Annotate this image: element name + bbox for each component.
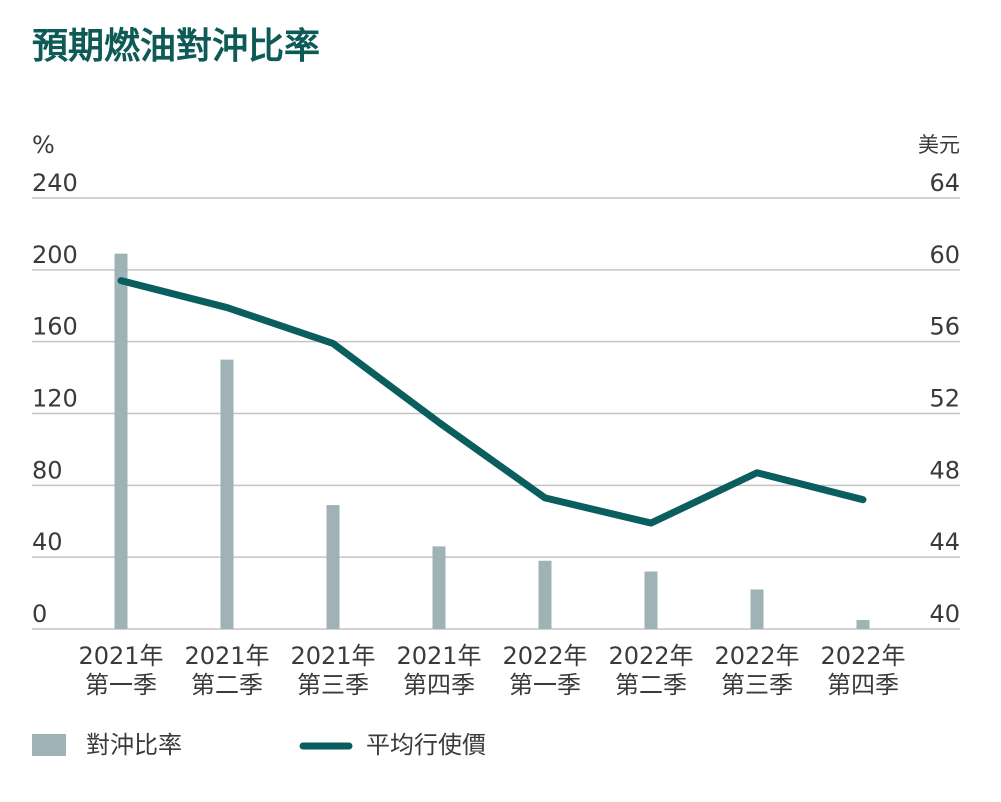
y-tick-label: 120 bbox=[32, 385, 78, 413]
y-tick-label: 80 bbox=[32, 456, 63, 484]
x-tick-label: 2022年 bbox=[820, 642, 905, 670]
x-tick-label: 第二季 bbox=[191, 671, 263, 699]
x-tick-label: 第四季 bbox=[827, 671, 899, 699]
bar bbox=[750, 589, 764, 629]
chart-title: 預期燃油對沖比率 bbox=[32, 26, 320, 67]
legend-label: 對沖比率 bbox=[86, 731, 182, 759]
x-tick-label: 2022年 bbox=[608, 642, 693, 670]
bar bbox=[644, 571, 658, 629]
legend-swatch bbox=[32, 734, 66, 756]
legend-label: 平均行使價 bbox=[366, 731, 486, 759]
y2-tick-label: 48 bbox=[929, 456, 960, 484]
y2-tick-label: 44 bbox=[929, 528, 960, 556]
x-tick-label: 第一季 bbox=[509, 671, 581, 699]
y2-tick-label: 52 bbox=[929, 385, 960, 413]
bar bbox=[326, 505, 340, 629]
y2-tick-label: 60 bbox=[929, 241, 960, 269]
bar bbox=[114, 253, 128, 629]
x-tick-label: 2022年 bbox=[714, 642, 799, 670]
x-tick-label: 第三季 bbox=[721, 671, 793, 699]
x-tick-label: 2021年 bbox=[396, 642, 481, 670]
x-tick-label: 2021年 bbox=[78, 642, 163, 670]
x-tick-label: 第三季 bbox=[297, 671, 369, 699]
y2-tick-label: 56 bbox=[929, 313, 960, 341]
y-tick-label: 160 bbox=[32, 313, 78, 341]
bar bbox=[856, 620, 870, 629]
x-tick-label: 2021年 bbox=[184, 642, 269, 670]
x-tick-label: 第一季 bbox=[85, 671, 157, 699]
bar bbox=[538, 560, 552, 629]
y2-tick-label: 64 bbox=[929, 169, 960, 197]
y2-axis-label: 美元 bbox=[918, 133, 960, 157]
x-tick-label: 第四季 bbox=[403, 671, 475, 699]
y-tick-label: 0 bbox=[32, 600, 47, 628]
x-tick-label: 2021年 bbox=[290, 642, 375, 670]
bar bbox=[220, 359, 234, 629]
y-tick-label: 240 bbox=[32, 169, 78, 197]
y-tick-label: 200 bbox=[32, 241, 78, 269]
bar bbox=[432, 546, 446, 629]
y-tick-label: 40 bbox=[32, 528, 63, 556]
y-axis-label: % bbox=[32, 131, 55, 159]
x-tick-label: 第二季 bbox=[615, 671, 687, 699]
y2-tick-label: 40 bbox=[929, 600, 960, 628]
line bbox=[117, 277, 867, 527]
x-tick-label: 2022年 bbox=[502, 642, 587, 670]
